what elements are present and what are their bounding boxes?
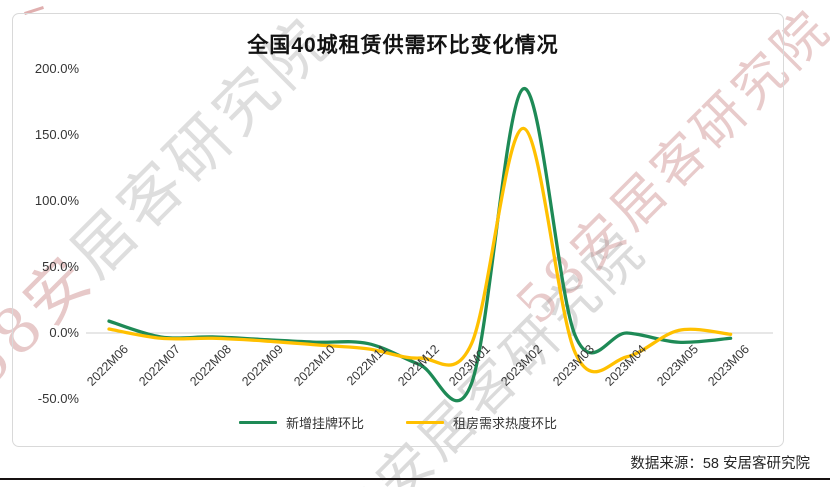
chart-title: 全国40城租赁供需环比变化情况 [247, 34, 559, 57]
legend-label: 新增挂牌环比 [285, 416, 364, 431]
legend-swatch-green [238, 421, 277, 424]
chart-container: 全国40城租赁供需环比变化情况 200.0% 150.0% 100.0% 50.0% 0… [12, 13, 784, 447]
y-axis-label: 100.0% [34, 193, 79, 208]
bottom-rule [0, 478, 830, 480]
y-axis-label: -50.0% [37, 391, 79, 406]
plot-area [86, 87, 773, 403]
series-line-1 [107, 126, 733, 374]
data-source-caption: 数据来源：58 安居客研究院 [630, 456, 810, 472]
legend-label: 租房需求热度环比 [453, 416, 558, 431]
y-axis-label: 50.0% [42, 259, 79, 274]
legend-item-new-listings: 新增挂牌环比 [238, 413, 364, 432]
legend: 新增挂牌环比 租房需求热度环比 [53, 413, 743, 432]
y-axis-label: 150.0% [34, 127, 79, 142]
legend-item-rental-demand: 租房需求热度环比 [406, 413, 557, 432]
legend-swatch-yellow [406, 421, 444, 424]
y-axis-label: 0.0% [49, 325, 79, 340]
y-axis-label: 200.0% [34, 61, 79, 76]
